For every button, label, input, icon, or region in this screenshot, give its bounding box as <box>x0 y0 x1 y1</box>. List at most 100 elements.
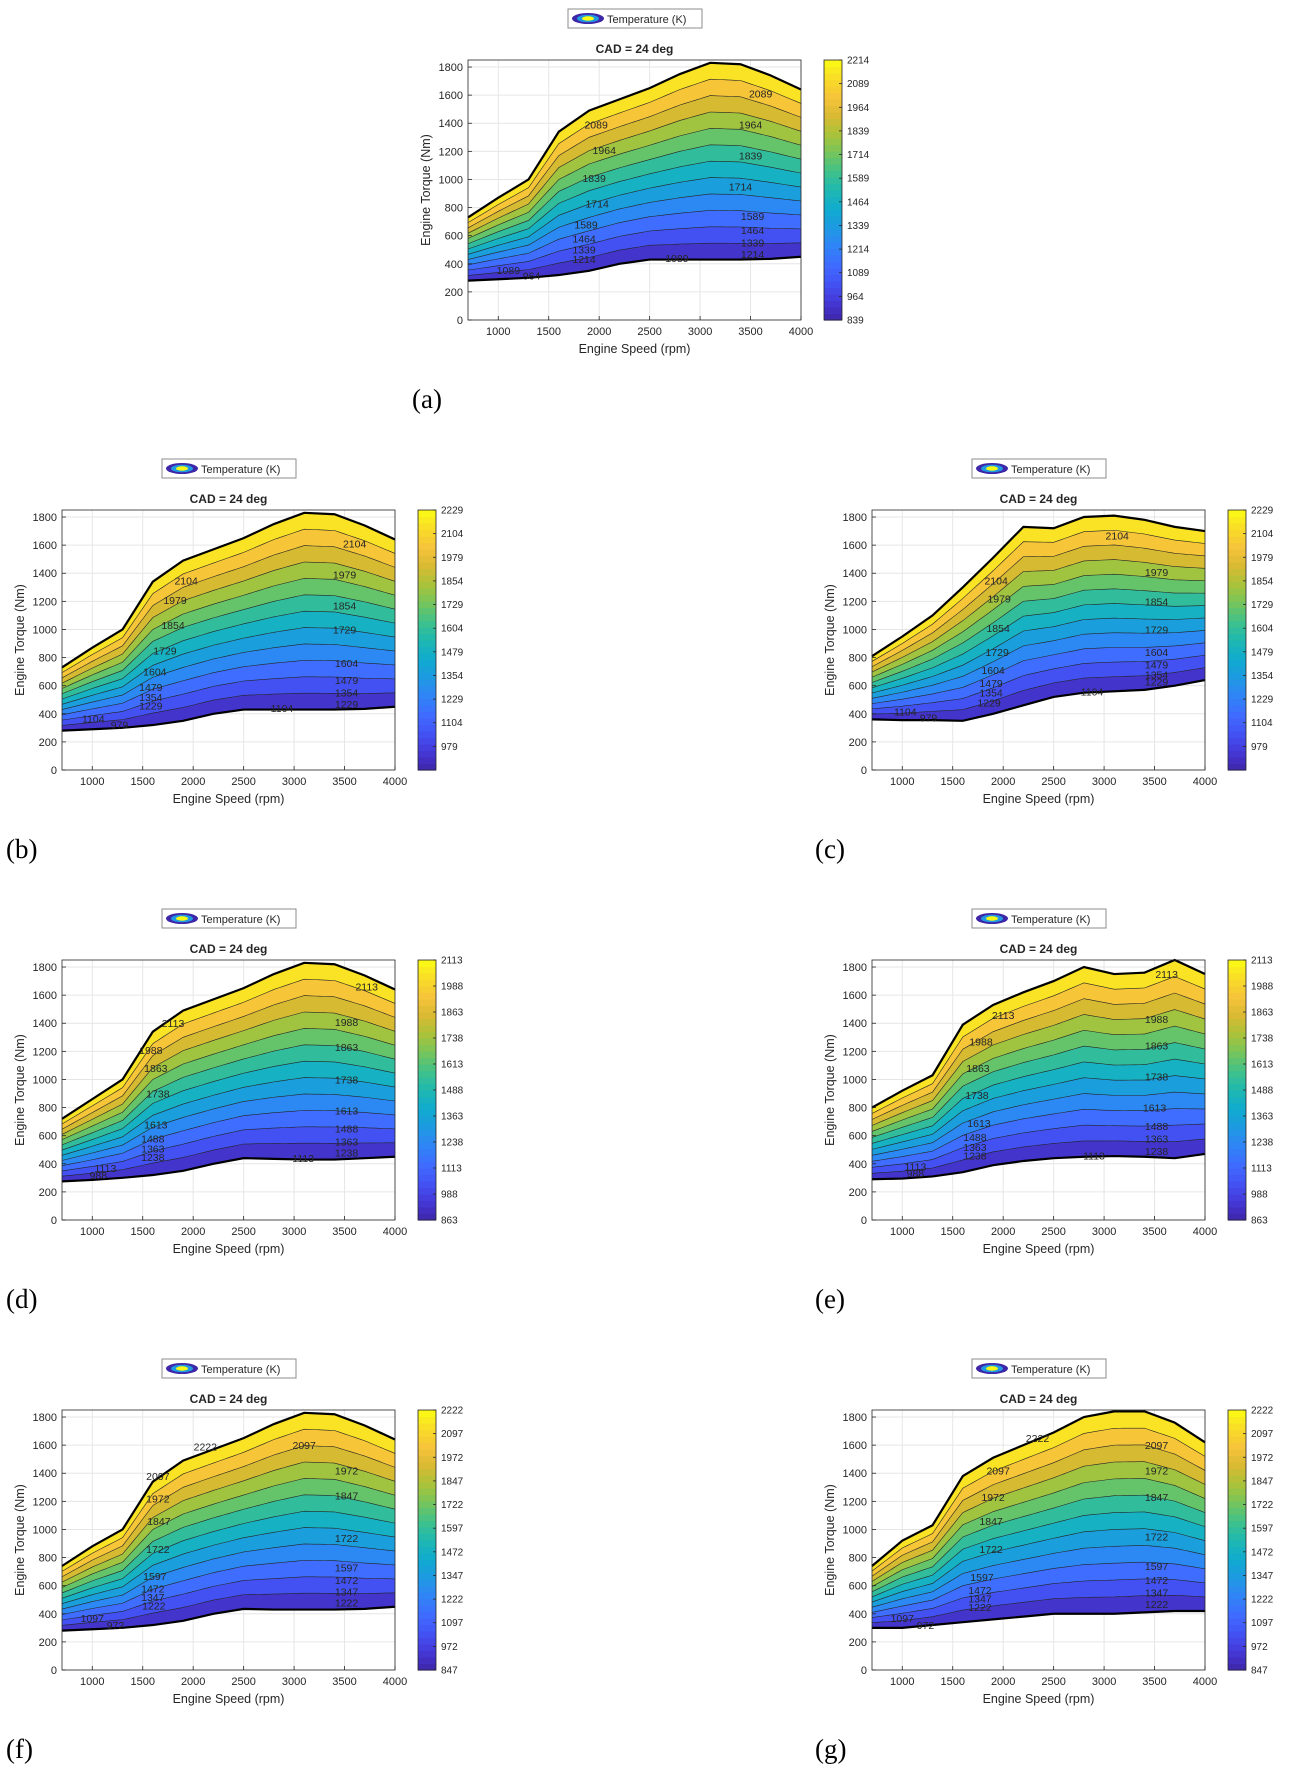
colorbar-segment <box>1228 1103 1246 1111</box>
colorbar-segment <box>1228 1475 1246 1483</box>
contour-line <box>467 226 802 271</box>
colorbar-segment <box>418 614 436 622</box>
contour-line <box>61 578 396 689</box>
colorbar-segment <box>1228 705 1246 713</box>
colorbar-frame <box>1227 509 1247 771</box>
colorbar-tick-label: 964 <box>847 292 864 303</box>
contour-label: 1613 <box>335 1105 359 1117</box>
colorbar-segment <box>1228 744 1246 752</box>
contour-label: 1863 <box>966 1063 990 1075</box>
contour-label: 1214 <box>741 249 765 261</box>
colorbar-segment <box>418 1624 436 1632</box>
contour-line <box>61 1527 396 1604</box>
y-tick-label: 1000 <box>843 1524 867 1536</box>
contour-line <box>871 1138 1206 1174</box>
contour-label: 988 <box>90 1170 108 1182</box>
contour-label: 1363 <box>963 1142 987 1154</box>
contour-line <box>61 561 396 684</box>
temperature-legend: Temperature (K) <box>971 1358 1107 1379</box>
colorbar-segment <box>1228 711 1246 719</box>
colorbar-segment <box>1228 640 1246 648</box>
colorbar-segment <box>1228 568 1246 576</box>
colorbar-segment <box>418 1070 436 1078</box>
contour-label: 1472 <box>335 1575 359 1587</box>
temperature-legend: Temperature (K) <box>971 908 1107 929</box>
y-tick-label: 0 <box>51 1215 57 1227</box>
contour-band <box>62 676 395 726</box>
contour-band <box>62 529 395 678</box>
contour-label: 1972 <box>146 1494 170 1506</box>
colorbar: 979 1104 1229 1354 1479 1604 1729 1854 1979 2104 2… <box>1227 506 1274 771</box>
colorbar-tick-label: 1472 <box>441 1547 464 1558</box>
colorbar-segment <box>824 300 842 308</box>
colorbar-segment <box>418 549 436 557</box>
colorbar-segment <box>418 757 436 765</box>
colorbar-segment <box>1228 1624 1246 1632</box>
contour-line <box>61 1077 396 1156</box>
contour-label: 1363 <box>141 1143 165 1155</box>
lower-boundary-line <box>871 1152 1206 1181</box>
x-tick-label: 4000 <box>383 1676 407 1688</box>
contour-band <box>872 559 1205 678</box>
colorbar: 847 972 1097 1222 1347 1472 1597 1722 1847 1972 20… <box>1227 1406 1274 1677</box>
colorbar-segment <box>1228 1650 1246 1658</box>
colorbar-segment <box>418 1083 436 1091</box>
contour-band <box>872 574 1205 683</box>
contour-label: 1354 <box>979 688 1003 700</box>
y-tick-label: 1800 <box>33 962 57 974</box>
colorbar-segment <box>418 1142 436 1150</box>
colorbar-tick-label: 1354 <box>441 671 464 682</box>
contour-label: 1479 <box>979 678 1003 690</box>
contour-label: 1472 <box>968 1585 992 1597</box>
colorbar-tick-label: 2214 <box>847 56 870 67</box>
colorbar-segment <box>418 960 436 968</box>
legend-label: Temperature (K) <box>201 464 280 476</box>
contour-label: 1847 <box>979 1516 1003 1528</box>
contour-band <box>872 1059 1205 1150</box>
colorbar-segment <box>1228 1012 1246 1020</box>
colorbar-segment <box>1228 731 1246 739</box>
colorbar-segment <box>418 1194 436 1202</box>
y-tick-label: 1200 <box>33 596 57 608</box>
x-tick-label: 4000 <box>1193 1676 1217 1688</box>
contour-label: 1229 <box>139 700 163 712</box>
colorbar-segment <box>1228 1429 1246 1437</box>
colorbar-segment <box>418 1488 436 1496</box>
colorbar-segment <box>1228 1579 1246 1587</box>
colorbar-segment <box>1228 986 1246 994</box>
y-tick-label: 1600 <box>843 1440 867 1452</box>
legend-box <box>971 458 1107 479</box>
colorbar-segment <box>824 157 842 165</box>
colorbar-segment <box>1228 1423 1246 1431</box>
colorbar-segment <box>1228 999 1246 1007</box>
colorbar-segment <box>418 1213 436 1221</box>
colorbar-segment <box>418 763 436 771</box>
contour-label: 1839 <box>739 151 763 163</box>
upper-boundary-line <box>467 61 802 219</box>
colorbar-segment <box>1228 1155 1246 1163</box>
x-tick-label: 2000 <box>991 1226 1015 1238</box>
colorbar-segment <box>1228 1657 1246 1665</box>
colorbar-tick-label: 1988 <box>441 982 464 993</box>
x-tick-label: 1500 <box>940 1226 964 1238</box>
colorbar-segment <box>1228 679 1246 687</box>
colorbar-tick-label: 1979 <box>1251 553 1274 564</box>
contour-band <box>62 1061 395 1156</box>
chart-panel: Temperature (K) CAD = 24 deg 2222 2097 2097 1… <box>815 1358 1274 1764</box>
y-tick-label: 200 <box>849 1637 867 1649</box>
x-tick-label: 3500 <box>332 1226 356 1238</box>
colorbar-tick-label: 1479 <box>441 647 464 658</box>
colorbar-segment <box>418 1650 436 1658</box>
contour-band <box>62 1445 395 1583</box>
y-tick-label: 1000 <box>33 624 57 636</box>
axes-frame <box>871 509 1206 771</box>
y-axis-label: Engine Torque (Nm) <box>823 1034 837 1146</box>
contour-line <box>61 528 396 673</box>
colorbar-segment <box>1228 1044 1246 1052</box>
contour-label: 1714 <box>729 181 753 193</box>
colorbar-segment <box>1228 575 1246 583</box>
contour-label: 1613 <box>144 1119 168 1131</box>
colorbar-segment <box>1228 1187 1246 1195</box>
y-tick-label: 200 <box>849 737 867 749</box>
colorbar-segment <box>824 131 842 139</box>
